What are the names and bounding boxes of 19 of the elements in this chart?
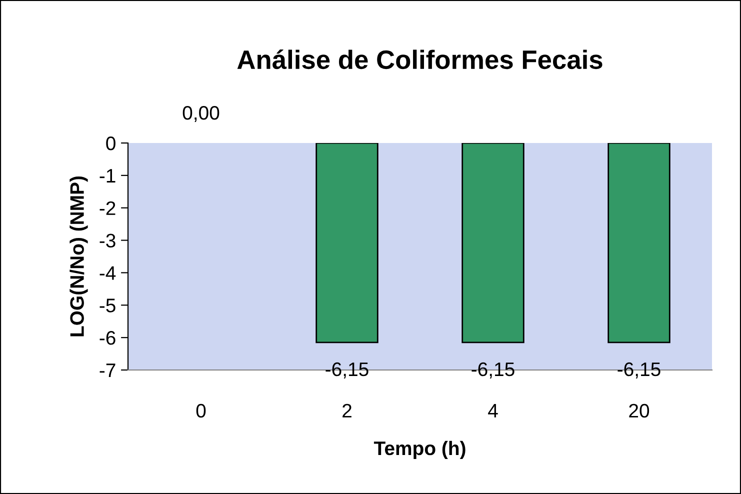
x-tick-label: 2 — [342, 404, 352, 418]
y-tick-label: 0 — [106, 136, 116, 150]
y-tick-label: -2 — [100, 201, 116, 215]
data-label: -6,15 — [326, 362, 368, 378]
x-tick-label: 20 — [629, 404, 650, 418]
y-tick-label: -4 — [100, 266, 116, 280]
y-tick-label: -6 — [100, 331, 116, 345]
x-axis-title: Tempo (h) — [374, 440, 466, 460]
data-label: 0,00 — [182, 106, 220, 122]
x-tick-label: 4 — [488, 404, 498, 418]
x-tick-label: 0 — [196, 404, 206, 418]
y-axis-title: LOG(N/No) (NMP) — [70, 176, 88, 336]
y-tick-label: -1 — [100, 169, 116, 182]
y-tick-label: -7 — [100, 364, 116, 378]
chart-title: Análise de Coliformes Fecais — [237, 49, 602, 70]
data-label: -6,15 — [618, 362, 660, 378]
data-label: -6,15 — [472, 362, 514, 378]
y-tick-label: -5 — [100, 298, 116, 312]
y-tick-label: -3 — [100, 234, 116, 248]
